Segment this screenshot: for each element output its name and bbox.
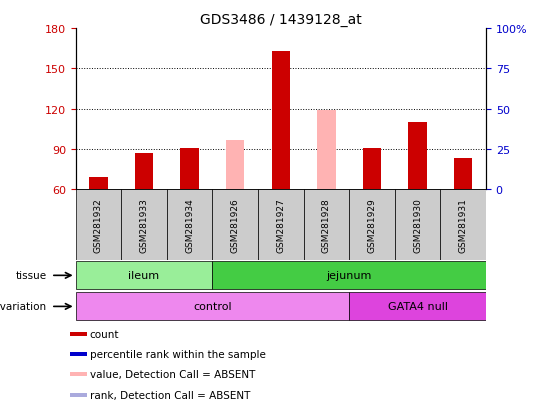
- Text: GSM281929: GSM281929: [368, 198, 376, 252]
- Bar: [180, 148, 199, 190]
- Text: percentile rank within the sample: percentile rank within the sample: [90, 349, 265, 359]
- Text: GSM281926: GSM281926: [231, 198, 240, 252]
- Text: control: control: [193, 301, 232, 312]
- Bar: [70, 393, 86, 397]
- FancyBboxPatch shape: [349, 190, 395, 260]
- Text: tissue: tissue: [16, 271, 47, 281]
- Text: count: count: [90, 329, 119, 339]
- Text: GSM281928: GSM281928: [322, 198, 331, 252]
- Text: GSM281931: GSM281931: [458, 198, 468, 252]
- Text: GSM281932: GSM281932: [94, 198, 103, 252]
- Text: genotype/variation: genotype/variation: [0, 301, 47, 312]
- Bar: [70, 332, 86, 336]
- Bar: [70, 352, 86, 356]
- FancyBboxPatch shape: [303, 190, 349, 260]
- FancyBboxPatch shape: [76, 261, 212, 290]
- Bar: [408, 123, 427, 190]
- Text: jejunum: jejunum: [327, 271, 372, 281]
- Text: GSM281933: GSM281933: [139, 198, 148, 252]
- FancyBboxPatch shape: [441, 190, 486, 260]
- Bar: [318, 111, 335, 190]
- Text: value, Detection Call = ABSENT: value, Detection Call = ABSENT: [90, 370, 255, 380]
- FancyBboxPatch shape: [212, 261, 486, 290]
- FancyBboxPatch shape: [167, 190, 212, 260]
- FancyBboxPatch shape: [258, 190, 303, 260]
- Text: ileum: ileum: [129, 271, 159, 281]
- FancyBboxPatch shape: [76, 190, 121, 260]
- Text: GSM281930: GSM281930: [413, 198, 422, 252]
- Bar: [70, 373, 86, 377]
- FancyBboxPatch shape: [395, 190, 441, 260]
- Bar: [363, 148, 381, 190]
- FancyBboxPatch shape: [349, 292, 486, 320]
- Text: GATA4 null: GATA4 null: [388, 301, 448, 312]
- Bar: [454, 159, 472, 190]
- Bar: [272, 52, 290, 190]
- Text: GSM281927: GSM281927: [276, 198, 285, 252]
- Text: GSM281934: GSM281934: [185, 198, 194, 252]
- Text: rank, Detection Call = ABSENT: rank, Detection Call = ABSENT: [90, 390, 250, 400]
- Bar: [226, 140, 244, 190]
- Bar: [135, 154, 153, 190]
- Bar: [89, 178, 107, 190]
- FancyBboxPatch shape: [212, 190, 258, 260]
- FancyBboxPatch shape: [121, 190, 167, 260]
- FancyBboxPatch shape: [76, 292, 349, 320]
- Title: GDS3486 / 1439128_at: GDS3486 / 1439128_at: [200, 12, 362, 26]
